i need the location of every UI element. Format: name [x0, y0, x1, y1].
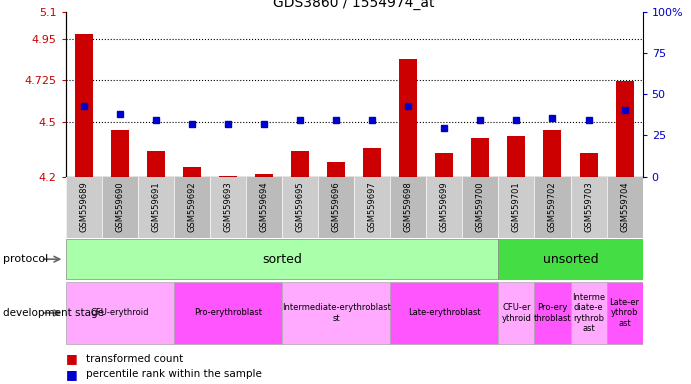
Text: ■: ■: [66, 368, 77, 381]
Bar: [291, 151, 309, 177]
Bar: [571, 281, 607, 344]
Text: Intermediate-erythroblast
st: Intermediate-erythroblast st: [282, 303, 390, 323]
Bar: [571, 177, 607, 238]
Text: transformed count: transformed count: [86, 354, 184, 364]
Bar: [282, 177, 318, 238]
Bar: [210, 177, 246, 238]
Bar: [183, 167, 201, 177]
Bar: [543, 130, 562, 177]
Bar: [327, 162, 345, 177]
Bar: [471, 138, 489, 177]
Text: GSM559699: GSM559699: [439, 182, 448, 232]
Bar: [498, 281, 534, 344]
Bar: [282, 281, 390, 344]
Bar: [75, 35, 93, 177]
Text: GSM559703: GSM559703: [584, 182, 593, 232]
Text: sorted: sorted: [262, 253, 302, 266]
Bar: [174, 281, 282, 344]
Bar: [318, 177, 354, 238]
Bar: [354, 177, 390, 238]
Text: GSM559696: GSM559696: [332, 182, 341, 232]
Bar: [399, 59, 417, 177]
Text: GSM559698: GSM559698: [404, 182, 413, 232]
Text: GSM559702: GSM559702: [548, 182, 557, 232]
Bar: [580, 153, 598, 177]
Title: GDS3860 / 1554974_at: GDS3860 / 1554974_at: [274, 0, 435, 10]
Text: ■: ■: [66, 353, 77, 366]
Text: GSM559690: GSM559690: [115, 182, 124, 232]
Bar: [390, 281, 498, 344]
Text: GSM559693: GSM559693: [223, 182, 232, 232]
Text: GSM559691: GSM559691: [151, 182, 160, 232]
Bar: [435, 153, 453, 177]
Text: Late-er
ythrob
ast: Late-er ythrob ast: [609, 298, 640, 328]
Bar: [498, 177, 534, 238]
Bar: [174, 177, 210, 238]
Bar: [607, 281, 643, 344]
Bar: [616, 81, 634, 177]
Text: development stage: development stage: [3, 308, 104, 318]
Bar: [66, 281, 174, 344]
Bar: [607, 177, 643, 238]
Text: GSM559701: GSM559701: [512, 182, 521, 232]
Bar: [498, 239, 643, 280]
Text: CFU-er
ythroid: CFU-er ythroid: [502, 303, 531, 323]
Bar: [246, 177, 282, 238]
Text: GSM559694: GSM559694: [260, 182, 269, 232]
Text: GSM559700: GSM559700: [476, 182, 485, 232]
Text: GSM559692: GSM559692: [187, 182, 196, 232]
Text: GSM559695: GSM559695: [296, 182, 305, 232]
Text: CFU-erythroid: CFU-erythroid: [91, 308, 149, 318]
Text: protocol: protocol: [3, 254, 48, 264]
Bar: [426, 177, 462, 238]
Bar: [363, 148, 381, 177]
Text: GSM559697: GSM559697: [368, 182, 377, 232]
Text: Pro-erythroblast: Pro-erythroblast: [194, 308, 262, 318]
Bar: [507, 136, 525, 177]
Bar: [390, 177, 426, 238]
Bar: [111, 130, 129, 177]
Bar: [219, 176, 237, 177]
Text: percentile rank within the sample: percentile rank within the sample: [86, 369, 263, 379]
Bar: [138, 177, 174, 238]
Text: Late-erythroblast: Late-erythroblast: [408, 308, 481, 318]
Text: unsorted: unsorted: [542, 253, 598, 266]
Bar: [255, 174, 273, 177]
Text: Interme
diate-e
rythrob
ast: Interme diate-e rythrob ast: [572, 293, 605, 333]
Bar: [534, 177, 571, 238]
Text: GSM559704: GSM559704: [620, 182, 629, 232]
Bar: [66, 239, 498, 280]
Bar: [66, 177, 102, 238]
Bar: [102, 177, 138, 238]
Bar: [462, 177, 498, 238]
Bar: [146, 151, 165, 177]
Bar: [534, 281, 571, 344]
Text: GSM559689: GSM559689: [79, 182, 88, 232]
Text: Pro-ery
throblast: Pro-ery throblast: [533, 303, 571, 323]
